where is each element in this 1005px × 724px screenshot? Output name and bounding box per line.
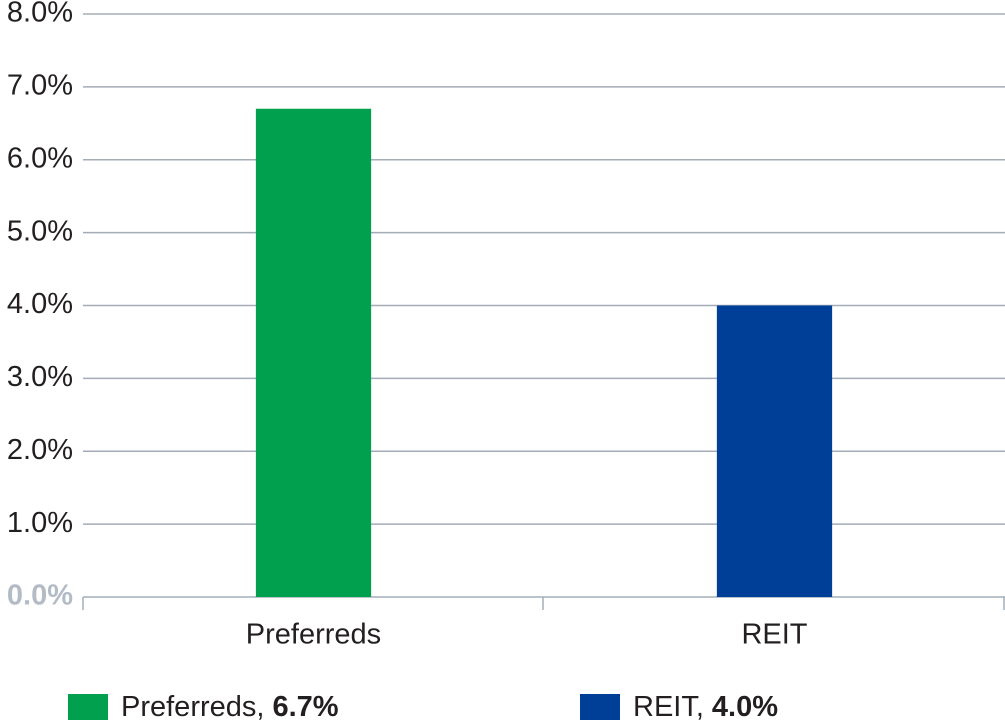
y-tick-label: 1.0%: [7, 507, 73, 539]
y-tick-label: 2.0%: [7, 434, 73, 466]
y-tick-label: 4.0%: [7, 288, 73, 320]
legend-entry: REIT, 4.0%: [633, 691, 778, 723]
x-tick-label: Preferreds: [246, 619, 381, 651]
legend-swatch: [580, 694, 620, 720]
legend-label: REIT,: [633, 691, 704, 723]
legend-value: 4.0%: [712, 691, 778, 723]
legend-value: 6.7%: [272, 691, 338, 723]
y-tick-label: 7.0%: [7, 70, 73, 102]
y-tick-label: 5.0%: [7, 215, 73, 247]
y-tick-label: 3.0%: [7, 361, 73, 393]
legend-swatch: [68, 694, 108, 720]
y-tick-label: 6.0%: [7, 142, 73, 174]
y-tick-label: 8.0%: [7, 0, 73, 29]
legend-label: Preferreds,: [121, 691, 264, 723]
bar: [255, 108, 372, 598]
y-tick-label: 0.0%: [7, 580, 73, 612]
bar: [716, 305, 833, 597]
legend-entry: Preferreds, 6.7%: [121, 691, 339, 723]
x-tick-label: REIT: [741, 619, 807, 651]
